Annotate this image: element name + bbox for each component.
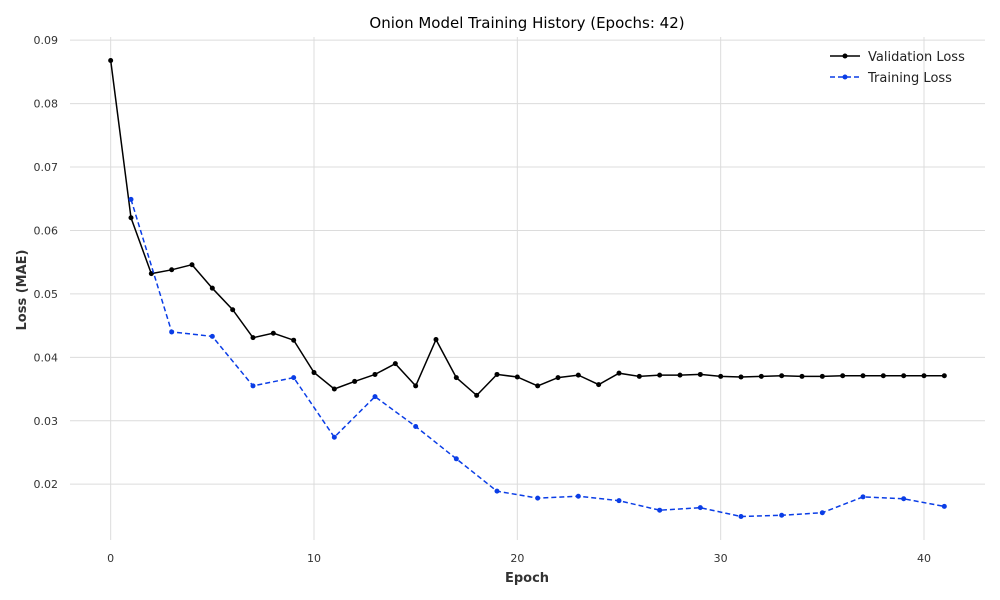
data-point-training — [779, 512, 785, 518]
data-point-validation — [311, 370, 317, 376]
data-point-validation — [901, 373, 907, 379]
data-point-validation — [860, 373, 866, 379]
data-point-validation — [616, 370, 622, 376]
chart-title: Onion Model Training History (Epochs: 42… — [369, 14, 684, 32]
data-point-validation — [453, 375, 459, 381]
data-point-training — [453, 456, 459, 462]
data-point-training — [860, 494, 866, 500]
y-tick-label: 0.05 — [34, 288, 59, 301]
data-point-validation — [372, 371, 378, 377]
data-point-validation — [352, 378, 358, 384]
y-tick-label: 0.07 — [34, 161, 59, 174]
data-point-validation — [840, 373, 846, 379]
data-point-validation — [819, 373, 825, 379]
data-point-training — [209, 333, 215, 339]
y-tick-label: 0.06 — [34, 224, 59, 237]
x-tick-label: 20 — [510, 552, 524, 565]
data-point-training — [372, 394, 378, 400]
data-point-validation — [413, 383, 419, 389]
data-point-training — [128, 196, 134, 202]
data-point-validation — [514, 374, 520, 380]
data-point-validation — [250, 335, 256, 341]
data-point-validation — [291, 337, 297, 343]
data-point-validation — [921, 373, 927, 379]
x-tick-label: 0 — [107, 552, 114, 565]
data-point-validation — [128, 215, 134, 221]
data-point-validation — [596, 382, 602, 388]
data-point-validation — [555, 375, 561, 381]
data-point-validation — [880, 373, 886, 379]
data-point-validation — [657, 372, 663, 378]
data-point-training — [901, 496, 907, 502]
data-point-validation — [799, 373, 805, 379]
y-axis-label: Loss (MAE) — [15, 250, 30, 331]
data-point-validation — [392, 361, 398, 367]
y-tick-label: 0.08 — [34, 98, 59, 111]
data-point-validation — [209, 285, 215, 291]
data-point-validation — [331, 386, 337, 392]
data-point-training — [819, 510, 825, 516]
data-point-validation — [433, 337, 439, 343]
data-point-validation — [474, 392, 480, 398]
x-axis-label: Epoch — [505, 571, 549, 586]
data-point-validation — [636, 373, 642, 379]
data-point-validation — [494, 371, 500, 377]
data-point-training — [291, 375, 297, 381]
data-point-validation — [148, 271, 154, 277]
data-point-training — [169, 329, 175, 335]
x-tick-label: 40 — [917, 552, 931, 565]
data-point-validation — [108, 57, 114, 63]
x-tick-label: 30 — [714, 552, 728, 565]
data-point-validation — [189, 262, 195, 268]
data-point-validation — [779, 373, 785, 379]
series-line-training — [130, 199, 945, 518]
y-tick-label: 0.09 — [34, 34, 59, 47]
y-tick-label: 0.04 — [34, 351, 59, 364]
data-point-training — [941, 503, 947, 509]
data-point-validation — [758, 373, 764, 379]
legend-item-training: Training Loss — [830, 71, 952, 86]
legend-label-validation: Validation Loss — [868, 50, 965, 65]
data-point-training — [250, 383, 256, 389]
data-point-validation — [535, 383, 541, 389]
tick-labels: 0 10 20 30 40 0.02 0.03 0.04 0.05 0.06 0.07 0.08 0.0… — [34, 34, 932, 565]
grid — [70, 37, 985, 540]
data-point-training — [575, 493, 581, 499]
x-tick-label: 10 — [307, 552, 321, 565]
legend: Validation Loss Training Loss — [830, 50, 965, 86]
data-point-validation — [738, 374, 744, 380]
data-point-validation — [169, 267, 175, 273]
series — [108, 57, 947, 520]
y-tick-label: 0.02 — [34, 478, 59, 491]
data-point-validation — [697, 371, 703, 377]
data-point-validation — [230, 307, 236, 313]
data-point-validation — [941, 373, 947, 379]
data-point-validation — [575, 372, 581, 378]
data-point-validation — [677, 372, 683, 378]
data-point-training — [616, 498, 622, 504]
data-point-training — [535, 495, 541, 501]
data-point-training — [331, 434, 337, 440]
data-point-validation — [270, 330, 276, 336]
series-line-validation — [109, 60, 945, 397]
data-point-training — [738, 514, 744, 520]
y-tick-label: 0.03 — [34, 415, 59, 428]
data-point-training — [413, 423, 419, 429]
data-point-validation — [718, 373, 724, 379]
data-point-training — [657, 507, 663, 513]
data-point-training — [697, 505, 703, 511]
legend-item-validation: Validation Loss — [830, 50, 965, 65]
data-point-training — [494, 488, 500, 494]
legend-label-training: Training Loss — [867, 71, 952, 86]
